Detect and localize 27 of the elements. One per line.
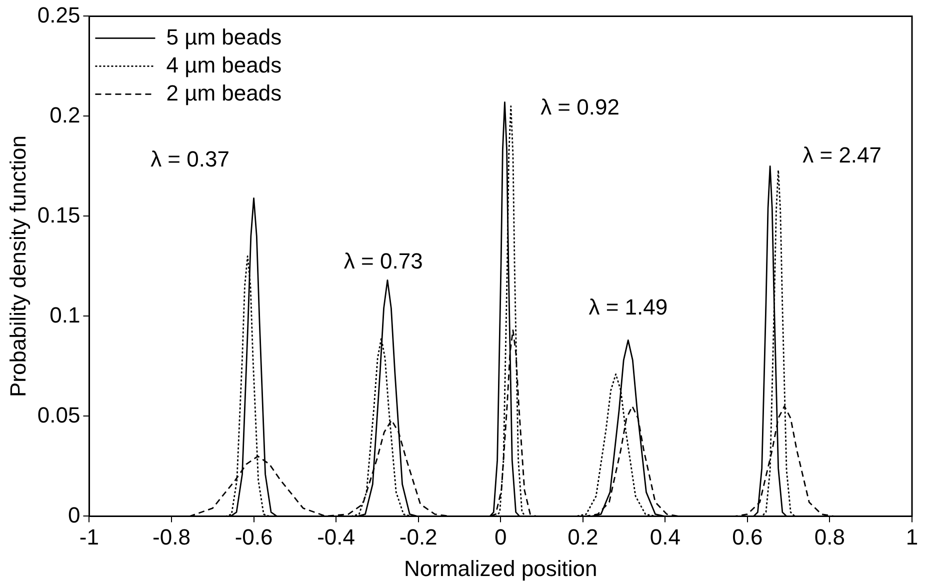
y-axis-title: Probability density function [5,135,30,398]
annotation: λ = 0.37 [150,146,230,172]
annotation: λ = 2.47 [802,142,882,168]
x-axis-title: Normalized position [404,556,598,581]
x-tick-label: 0.2 [568,524,598,550]
annotation: λ = 0.92 [540,94,620,120]
x-tick-label: 0.8 [814,524,846,550]
y-tick-label: 0.1 [50,302,80,328]
x-tick-label: 0 [494,524,507,550]
x-tick-label: 0.6 [732,524,763,550]
y-tick-label: 0.25 [37,2,80,28]
y-tick-label: 0.15 [37,202,80,228]
x-tick-label: 1 [906,524,918,550]
x-tick-label: -0.6 [234,524,273,550]
y-tick-label: 0.05 [37,402,80,428]
x-tick-label: -0.4 [317,524,356,550]
annotation: λ = 1.49 [588,294,668,320]
x-tick-label: -1 [79,524,99,550]
legend-label: 2 µm beads [166,80,282,106]
x-tick-label: 0.4 [650,524,680,550]
x-tick-label: -0.2 [399,524,438,550]
annotation: λ = 0.73 [344,248,423,274]
x-tick-label: -0.8 [152,524,190,550]
y-tick-label: 0 [68,502,80,528]
legend-label: 4 µm beads [166,52,282,78]
legend-label: 5 µm beads [166,24,282,50]
y-tick-label: 0.2 [50,102,80,128]
